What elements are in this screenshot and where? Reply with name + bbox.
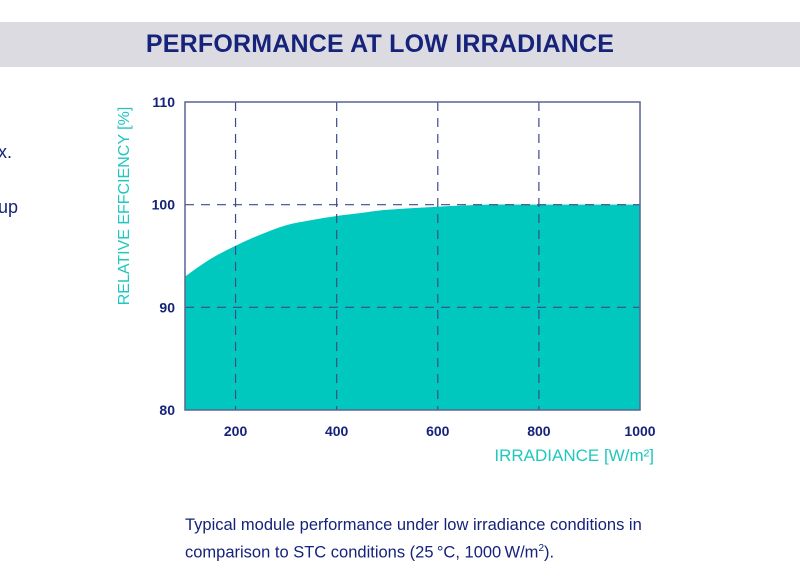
plot-frame <box>184 101 641 411</box>
irradiance-chart: 200 400 600 800 1000 80 90 100 110 IRRADIANCE [W/… <box>116 94 656 465</box>
x-tick-label: 1000 <box>624 423 655 439</box>
caption-text: comparison to STC conditions (25 °C, 100… <box>185 543 539 562</box>
x-axis-label: IRRADIANCE [W/m²] <box>494 446 654 465</box>
side-text-fragment: up <box>0 197 19 217</box>
side-text-fragment: x. <box>0 142 13 162</box>
header-band <box>0 22 800 67</box>
y-tick-label: 100 <box>152 197 176 213</box>
chart-caption: Typical module performance under low irr… <box>185 513 765 565</box>
caption-line-1: Typical module performance under low irr… <box>185 516 642 534</box>
y-tick-label: 90 <box>159 299 175 315</box>
x-tick-label: 200 <box>224 423 248 439</box>
x-tick-label: 600 <box>426 423 450 439</box>
x-tick-label: 400 <box>325 423 349 439</box>
caption-text-end: ). <box>544 543 555 562</box>
y-axis-label: RELATIVE EFFCIENCY [%] <box>116 107 133 306</box>
x-tick-label: 800 <box>527 423 551 439</box>
y-tick-label: 110 <box>152 94 175 110</box>
caption-line-2: comparison to STC conditions (25 °C, 100… <box>185 537 765 565</box>
y-tick-label: 80 <box>159 402 175 418</box>
section-title: PERFORMANCE AT LOW IRRADIANCE <box>145 30 615 58</box>
caption-superscript: 2 <box>538 543 544 554</box>
